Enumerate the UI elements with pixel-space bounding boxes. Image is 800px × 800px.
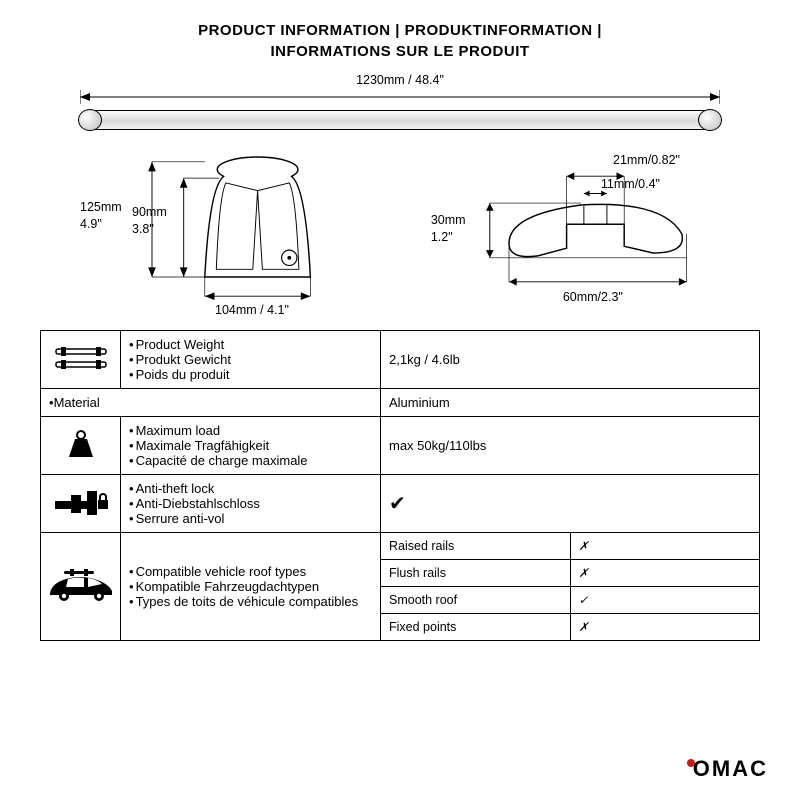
row-compat-1: Compatible vehicle roof types Kompatible…: [41, 533, 760, 560]
foot-h2: 90mm: [132, 205, 167, 219]
lock-l1: Anti-theft lock: [129, 481, 372, 496]
weight-value: 2,1kg / 4.6lb: [381, 331, 760, 389]
load-value: max 50kg/110lbs: [381, 417, 760, 475]
roof-2-value: ✓: [570, 587, 760, 614]
foot-diagram: 125mm 4.9" 90mm 3.8" 104mm / 4.1": [80, 144, 387, 314]
title-line-1: PRODUCT INFORMATION | PRODUKTINFORMATION…: [198, 22, 602, 39]
material-label: Material: [54, 395, 100, 410]
foot-w: 104mm / 4.1": [215, 302, 289, 318]
row-weight: Product Weight Produkt Gewicht Poids du …: [41, 331, 760, 389]
load-l3: Capacité de charge maximale: [129, 453, 372, 468]
lock-icon: [41, 475, 121, 533]
crossbar-diagram: [80, 110, 720, 130]
lock-l3: Serrure anti-vol: [129, 511, 372, 526]
brand-dot-icon: [687, 759, 695, 767]
weight-l1: Product Weight: [129, 337, 372, 352]
profile-w: 60mm/2.3": [563, 289, 623, 305]
foot-h2b: 3.8": [132, 222, 154, 236]
brand-logo: OMAC: [687, 756, 768, 782]
roof-2-label: Smooth roof: [381, 587, 571, 614]
page-title: PRODUCT INFORMATION | PRODUKTINFORMATION…: [40, 20, 760, 62]
compat-l3: Types de toits de véhicule compatibles: [129, 594, 372, 609]
roof-0-value: ✗: [570, 533, 760, 560]
weight-l3: Poids du produit: [129, 367, 372, 382]
weight-icon: [41, 417, 121, 475]
bar-length-label: 1230mm / 48.4": [40, 72, 760, 88]
lock-l2: Anti-Diebstahlschloss: [129, 496, 372, 511]
material-value: Aluminium: [381, 389, 760, 417]
roof-3-label: Fixed points: [381, 614, 571, 641]
roof-0-label: Raised rails: [381, 533, 571, 560]
row-lock: Anti-theft lock Anti-Diebstahlschloss Se…: [41, 475, 760, 533]
roof-3-value: ✗: [570, 614, 760, 641]
profile-diagram: 21mm/0.82" 11mm/0.4" 30mm 1.2" 60mm/2.3": [413, 144, 720, 314]
title-line-2: INFORMATIONS SUR LE PRODUIT: [270, 43, 529, 60]
lock-value: ✔: [381, 475, 760, 533]
foot-h1: 125mm: [80, 200, 122, 214]
row-material: •Material Aluminium: [41, 389, 760, 417]
row-load: Maximum load Maximale Tragfähigkeit Capa…: [41, 417, 760, 475]
profile-h: 30mm: [431, 213, 466, 227]
roof-1-value: ✗: [570, 560, 760, 587]
roof-1-label: Flush rails: [381, 560, 571, 587]
profile-h2: 1.2": [431, 230, 453, 244]
bar-length-dimension: [80, 90, 720, 104]
weight-l2: Produkt Gewicht: [129, 352, 372, 367]
spec-table: Product Weight Produkt Gewicht Poids du …: [40, 330, 760, 641]
brand-text: OMAC: [693, 756, 768, 781]
foot-h1b: 4.9": [80, 217, 102, 231]
compat-l2: Kompatible Fahrzeugdachtypen: [129, 579, 372, 594]
car-icon: [41, 533, 121, 641]
compat-l1: Compatible vehicle roof types: [129, 564, 372, 579]
load-l2: Maximale Tragfähigkeit: [129, 438, 372, 453]
load-l1: Maximum load: [129, 423, 372, 438]
profile-top-w: 21mm/0.82": [613, 152, 680, 168]
profile-slot-w: 11mm/0.4": [601, 176, 660, 192]
crossbars-icon: [41, 331, 121, 389]
